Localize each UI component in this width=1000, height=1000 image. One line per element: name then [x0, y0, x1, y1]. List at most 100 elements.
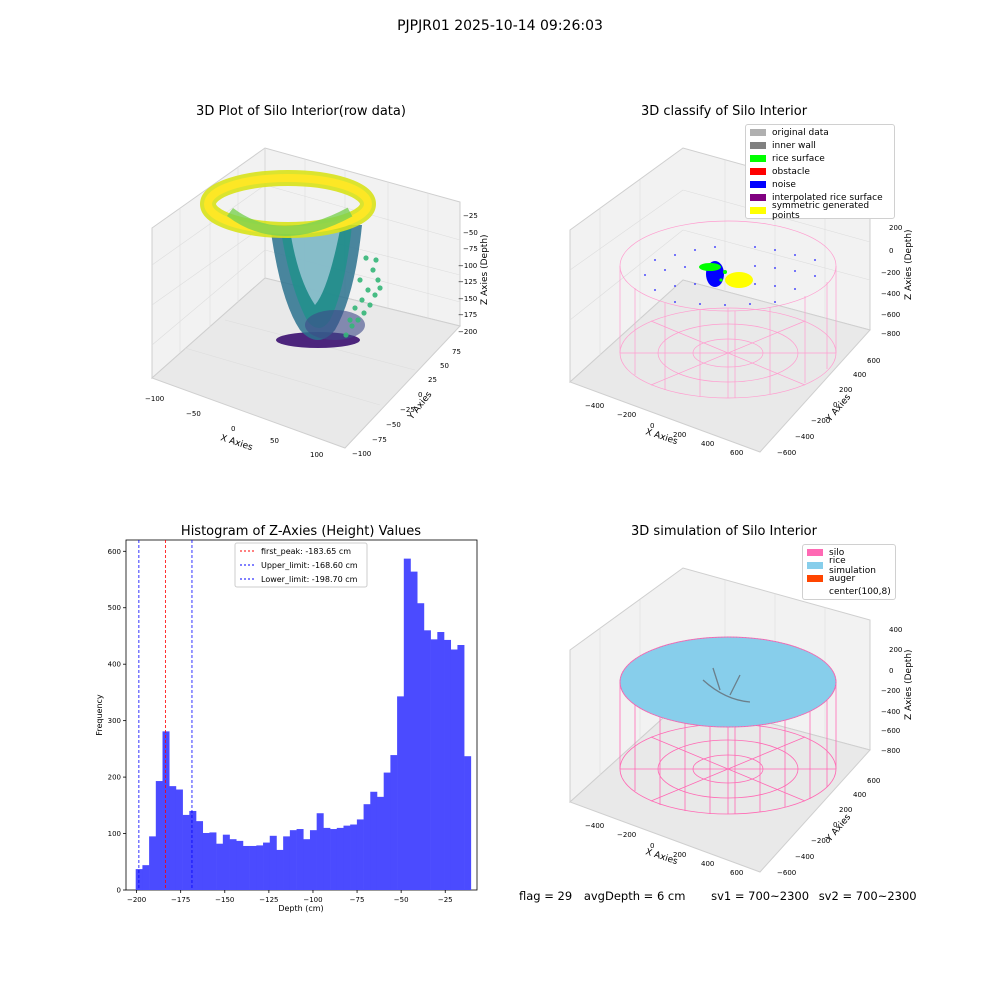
classify-ztick: 200	[889, 224, 902, 232]
simulation-ztick: −400	[881, 708, 900, 716]
x-tick-label: −25	[438, 896, 453, 904]
simulation-ztick: 400	[889, 626, 902, 634]
histogram-bar	[309, 830, 317, 890]
simulation-xtick: 600	[730, 869, 743, 877]
simulation-ytick: −600	[777, 869, 796, 877]
histogram-bar	[423, 630, 431, 890]
histogram-bar	[283, 836, 291, 890]
raw-ztick: −175	[458, 311, 477, 319]
legend-item: auger	[803, 572, 895, 585]
histogram-bar	[216, 843, 224, 890]
raw-ztick: −50	[463, 229, 478, 237]
legend-item: interpolated rice surface	[746, 191, 894, 204]
histogram-bar	[343, 825, 351, 890]
histogram-bar	[289, 830, 297, 890]
classify-xtick: 200	[673, 431, 686, 439]
raw-xlabel: X Axies	[219, 433, 254, 453]
simulation-3d-plot: −400 −200 0 200 400 600 −600 −400 −200 0…	[569, 567, 914, 877]
legend-label: interpolated rice surface	[772, 192, 883, 203]
simulation-ztick: −200	[881, 687, 900, 695]
histogram-bar	[135, 869, 143, 890]
legend-swatch	[807, 575, 823, 582]
avg-depth-value: avgDepth = 6 cm	[583, 889, 686, 903]
x-tick-label: −150	[215, 896, 234, 904]
figure-title: PJPJR01 2025-10-14 09:26:03	[397, 18, 603, 34]
legend-label: first_peak: -183.65 cm	[261, 547, 351, 556]
legend-label: inner wall	[772, 140, 816, 151]
histogram-bar	[182, 814, 190, 890]
simulation-ytick: 400	[853, 791, 866, 799]
histogram-bar	[316, 813, 324, 890]
histogram-bar	[457, 645, 465, 890]
classify-ztick: −400	[881, 290, 900, 298]
y-tick-label: 100	[108, 830, 121, 838]
simulation-ztick: −600	[881, 727, 900, 735]
classify-ztick: −600	[881, 311, 900, 319]
histogram-bar	[397, 696, 405, 890]
simulation-ytick: −200	[811, 837, 830, 845]
legend-item: noise	[746, 178, 894, 191]
raw-xtick: 0	[231, 425, 235, 433]
histogram-bar	[417, 603, 425, 890]
histogram-bar	[149, 836, 157, 890]
histogram-xlabel: Depth (cm)	[278, 904, 323, 913]
classify-panel-title: 3D classify of Silo Interior	[640, 104, 808, 119]
histogram-bar	[202, 832, 210, 890]
x-tick-label: −200	[127, 896, 146, 904]
histogram-bar	[330, 829, 338, 890]
simulation-ytick: −400	[795, 853, 814, 861]
histogram-bar	[450, 649, 458, 890]
raw-ytick: 50	[440, 362, 449, 370]
raw-zlabel: Z Axies (Depth)	[480, 234, 490, 305]
legend-swatch	[750, 207, 766, 214]
simulation-xtick: 400	[701, 860, 714, 868]
classify-ytick: 200	[839, 386, 852, 394]
histogram-bar	[303, 839, 311, 890]
simulation-ylabel: Y Axies	[824, 812, 853, 844]
x-tick-label: −100	[303, 896, 322, 904]
legend-label: noise	[772, 179, 796, 190]
histogram-bar	[162, 731, 170, 890]
histogram-bar	[175, 789, 183, 890]
classify-ytick: −400	[795, 433, 814, 441]
raw-xtick: 50	[270, 437, 279, 445]
classify-ytick: −200	[811, 417, 830, 425]
histogram-bar	[437, 632, 445, 890]
x-tick-label: −125	[259, 896, 278, 904]
histogram-bar	[323, 827, 331, 890]
legend-item: center(100,8)	[803, 585, 895, 598]
legend-label: rice simulation	[829, 555, 876, 576]
legend-item: inner wall	[746, 139, 894, 152]
legend-item: original data	[746, 126, 894, 139]
classify-legend: original data inner wall rice surface ob…	[745, 124, 895, 221]
histogram-bar	[383, 772, 391, 890]
raw-ztick: −150	[458, 295, 477, 303]
raw-ytick: 0	[418, 391, 422, 399]
raw-xtick: −50	[186, 410, 201, 418]
histogram-bar	[169, 786, 177, 890]
simulation-xtick: 200	[673, 851, 686, 859]
legend-label: Lower_limit: -198.70 cm	[261, 575, 358, 584]
classify-xtick: 600	[730, 449, 743, 457]
raw-ytick: 25	[428, 376, 437, 384]
histogram-bar	[236, 840, 244, 890]
classify-ytick: 600	[867, 357, 880, 365]
histogram-bar	[189, 810, 197, 890]
raw-ztick: −100	[458, 262, 477, 270]
simulation-ytick: 0	[833, 821, 837, 829]
raw-ytick: −25	[400, 406, 415, 414]
histogram-title: Histogram of Z-Axies (Height) Values	[180, 524, 422, 539]
y-tick-label: 500	[108, 604, 121, 612]
raw-ytick: −100	[352, 450, 371, 458]
raw-3d-plot: −100 −50 0 50 100 −100 −75 −50 −25 0 25 …	[145, 147, 490, 459]
legend-label: center(100,8)	[829, 586, 891, 597]
simulation-ytick: 600	[867, 777, 880, 785]
raw-xtick: −100	[145, 395, 164, 403]
legend-swatch	[750, 142, 766, 149]
flag-value: flag = 29	[519, 889, 573, 903]
histogram-bar	[263, 842, 271, 890]
simulation-ztick: 200	[889, 646, 902, 654]
simulation-xtick: −200	[617, 831, 636, 839]
legend-swatch	[750, 194, 766, 201]
legend-swatch	[750, 181, 766, 188]
